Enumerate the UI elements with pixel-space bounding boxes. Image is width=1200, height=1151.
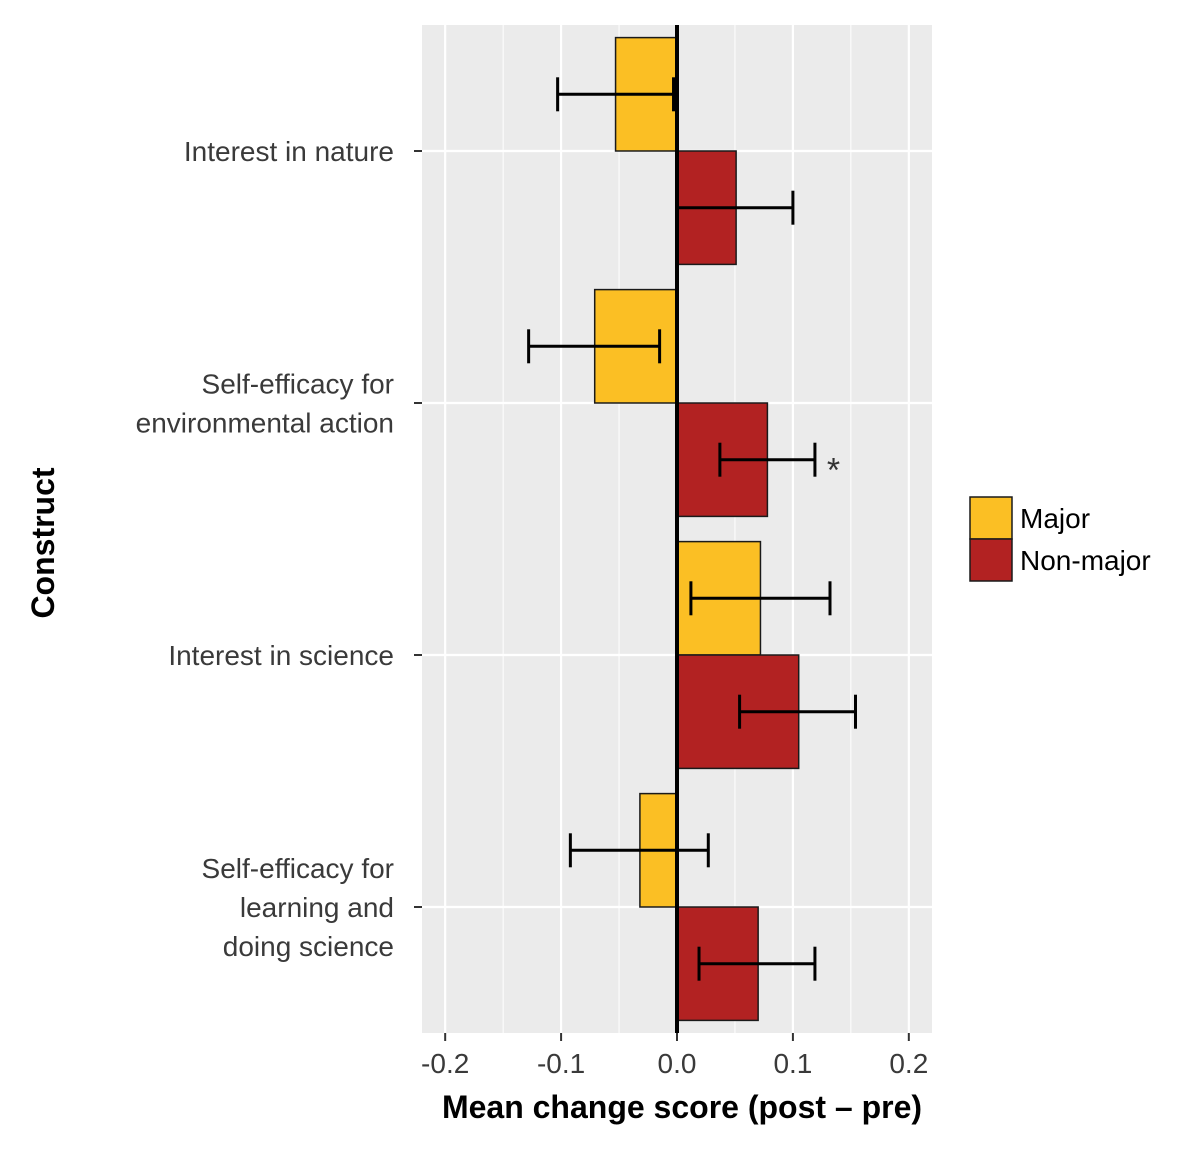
y-tick-label-line: Self-efficacy for [202, 369, 394, 400]
significance-marker: * [827, 452, 840, 490]
legend-label-major: Major [1020, 503, 1090, 534]
y-tick-label: Self-efficacy for environmental action [136, 369, 394, 439]
y-tick-label-line: Interest in nature [184, 136, 394, 167]
legend-key-major [969, 496, 1013, 540]
annotations-layer: * [827, 452, 840, 490]
x-tick-label: 0.0 [658, 1048, 697, 1079]
x-tick-label: 0.2 [889, 1048, 928, 1079]
x-tick-label: -0.2 [421, 1048, 469, 1079]
errorbars-layer [527, 77, 857, 981]
legend-key-non-major [969, 538, 1013, 582]
y-axis-title: Construct [25, 467, 61, 618]
y-tick-label: Interest in science [168, 640, 394, 671]
y-tick-label: Self-efficacy for learning and doing scien… [202, 853, 394, 962]
y-tick-label-line: Self-efficacy for [202, 853, 394, 884]
y-tick-label-line: environmental action [136, 408, 394, 439]
y-tick-label: Interest in nature [184, 136, 394, 167]
legend-label-non-major: Non-major [1020, 545, 1151, 576]
x-tick-label: -0.1 [537, 1048, 585, 1079]
x-axis-title: Mean change score (post – pre) [442, 1089, 922, 1125]
y-axis: Interest in nature Self-efficacy for envir… [136, 136, 422, 962]
y-tick-label-line: doing science [223, 931, 394, 962]
legend: Major Non-major [969, 496, 1151, 582]
x-axis: -0.2 -0.1 0.0 0.1 0.2 [421, 1033, 928, 1079]
x-tick-label: 0.1 [773, 1048, 812, 1079]
y-tick-label-line: Interest in science [168, 640, 394, 671]
y-tick-label-line: learning and [240, 892, 394, 923]
